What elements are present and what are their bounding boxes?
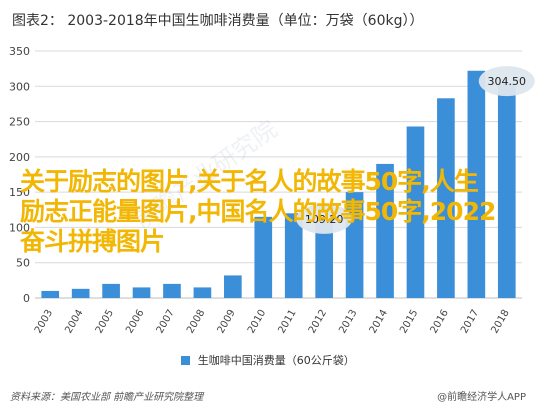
- legend: 生咖啡中国消费量（60公斤袋）: [0, 352, 536, 368]
- y-tick-label: 300: [9, 80, 30, 93]
- data-label: 109.20: [305, 213, 344, 226]
- x-tick-label: 2015: [398, 308, 420, 336]
- y-tick-label: 350: [9, 45, 30, 58]
- y-tick-label: 100: [9, 221, 30, 234]
- y-tick-label: 200: [9, 151, 30, 164]
- x-tick-label: 2014: [368, 308, 390, 336]
- legend-label: 生咖啡中国消费量（60公斤袋）: [197, 354, 355, 367]
- bar-2011: [284, 213, 303, 298]
- y-tick-label: 150: [9, 186, 30, 199]
- bar-2015: [406, 126, 425, 298]
- x-tick-label: 2009: [216, 308, 238, 336]
- bar-2010: [254, 216, 273, 298]
- bar-2006: [132, 287, 151, 298]
- data-label: 304.50: [488, 75, 527, 88]
- x-tick-label: 2016: [429, 308, 451, 336]
- callout-bubble: [296, 203, 353, 234]
- x-tick-label: 2011: [276, 308, 298, 336]
- y-tick-label: 250: [9, 116, 30, 129]
- x-tick-label: 2003: [33, 308, 55, 336]
- overlay-caption: 关于励志的图片,关于名人的故事50字,人生励志正能量图片,中国名人的故事50字,…: [20, 167, 496, 256]
- bar-2016: [437, 98, 455, 298]
- y-tick-label: 50: [16, 257, 30, 270]
- bar-2008: [193, 287, 212, 298]
- callout-bubble: [478, 66, 535, 97]
- bar-2018: [497, 83, 516, 298]
- legend-swatch: [181, 355, 191, 365]
- bar-2003: [41, 290, 60, 298]
- chart-title: 图表2： 2003-2018年中国生咖啡消费量（单位：万袋（60kg））: [12, 13, 424, 29]
- bar-2014: [376, 163, 394, 298]
- bar-2005: [102, 283, 120, 298]
- x-tick-label: 2018: [489, 308, 511, 336]
- bar-2017: [467, 70, 486, 298]
- x-tick-label: 2013: [337, 308, 359, 336]
- y-tick-label: 0: [23, 292, 30, 305]
- x-tick-label: 2010: [246, 308, 268, 336]
- bar-2009: [224, 275, 242, 298]
- source-note: 资料来源：美国农业部 前瞻产业研究院整理: [10, 392, 204, 403]
- x-tick-label: 2005: [94, 308, 116, 336]
- brand-credit: @前瞻经济学人APP: [437, 392, 526, 403]
- x-tick-label: 2012: [307, 308, 329, 336]
- x-tick-label: 2008: [185, 308, 207, 336]
- bar-2004: [71, 288, 90, 298]
- bar-2007: [163, 283, 181, 298]
- x-tick-label: 2004: [63, 308, 85, 336]
- x-tick-label: 2006: [124, 308, 146, 336]
- x-tick-label: 2017: [459, 308, 481, 336]
- bar-2012: [315, 220, 333, 298]
- x-tick-label: 2007: [155, 308, 177, 336]
